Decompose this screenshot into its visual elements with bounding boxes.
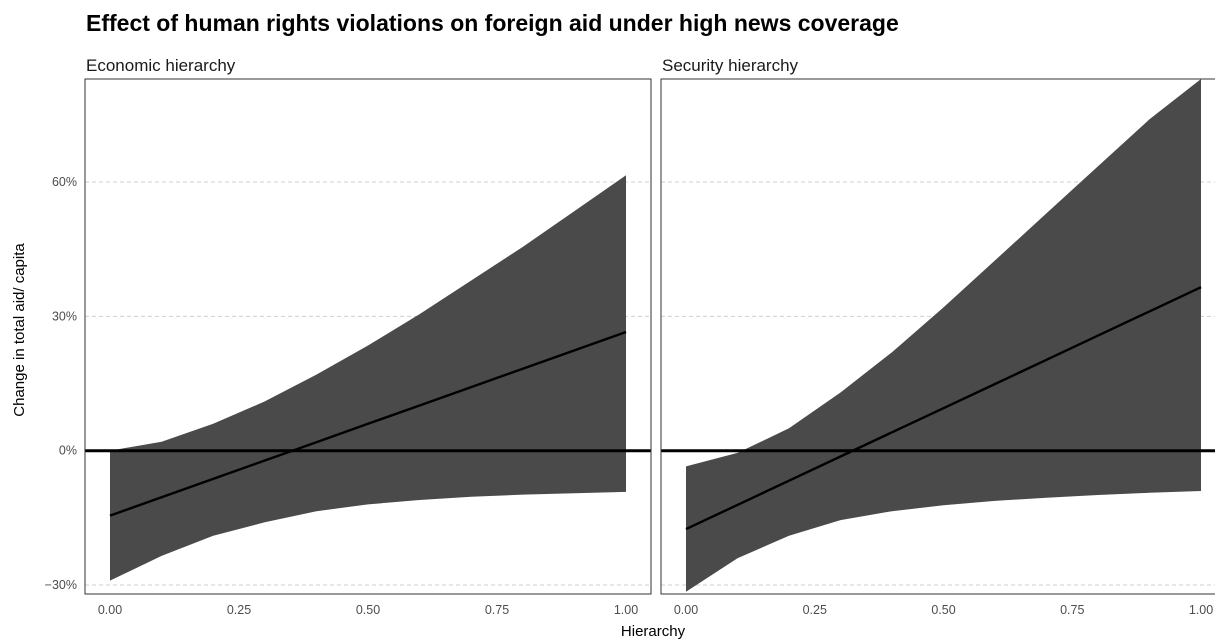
panel-2: Security hierarchy 0.00 0.25 0.50 0.75 1.00 bbox=[660, 56, 1215, 617]
facet-label: Economic hierarchy bbox=[86, 56, 236, 75]
x-tick-label: 1.00 bbox=[614, 603, 638, 617]
x-tick-label: 0.25 bbox=[227, 603, 251, 617]
y-axis-title: Change in total aid/ capita bbox=[11, 243, 28, 417]
chart-title: Effect of human rights violations on for… bbox=[86, 10, 899, 36]
estimate-line bbox=[109, 330, 627, 517]
y-tick-label: 60% bbox=[52, 175, 77, 189]
x-tick-label: 0.50 bbox=[931, 603, 955, 617]
y-tick-label: −30% bbox=[45, 578, 77, 592]
x-tick-label: 0.00 bbox=[674, 603, 698, 617]
estimate-line bbox=[685, 286, 1202, 531]
facet-label: Security hierarchy bbox=[662, 56, 799, 75]
confidence-ribbon bbox=[110, 175, 626, 581]
x-tick-label: 0.00 bbox=[98, 603, 122, 617]
x-tick-label: 0.75 bbox=[1060, 603, 1084, 617]
panel-1: Economic hierarchy 0.00 0.25 0.50 0.75 1.00 −3… bbox=[45, 56, 652, 617]
y-tick-label: 0% bbox=[59, 444, 77, 458]
plot-layer: Economic hierarchy 0.00 0.25 0.50 0.75 1.00 −3… bbox=[45, 56, 1215, 617]
y-tick-label: 30% bbox=[52, 309, 77, 323]
confidence-ribbon bbox=[686, 79, 1201, 592]
x-axis-title: Hierarchy bbox=[621, 623, 686, 639]
x-tick-label: 1.00 bbox=[1189, 603, 1213, 617]
x-tick-label: 0.50 bbox=[356, 603, 380, 617]
x-tick-label: 0.75 bbox=[485, 603, 509, 617]
panel-frame bbox=[660, 78, 1215, 595]
panel-frame bbox=[84, 78, 652, 595]
x-tick-label: 0.25 bbox=[803, 603, 827, 617]
